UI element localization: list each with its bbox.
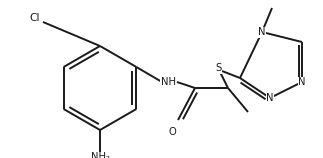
Text: N: N: [258, 27, 266, 37]
Text: NH₂: NH₂: [90, 152, 109, 158]
Text: NH: NH: [161, 77, 175, 87]
Text: O: O: [168, 127, 176, 137]
Text: N: N: [266, 93, 274, 103]
Text: N: N: [298, 77, 306, 87]
Text: S: S: [215, 63, 221, 73]
Text: Cl: Cl: [30, 13, 40, 23]
